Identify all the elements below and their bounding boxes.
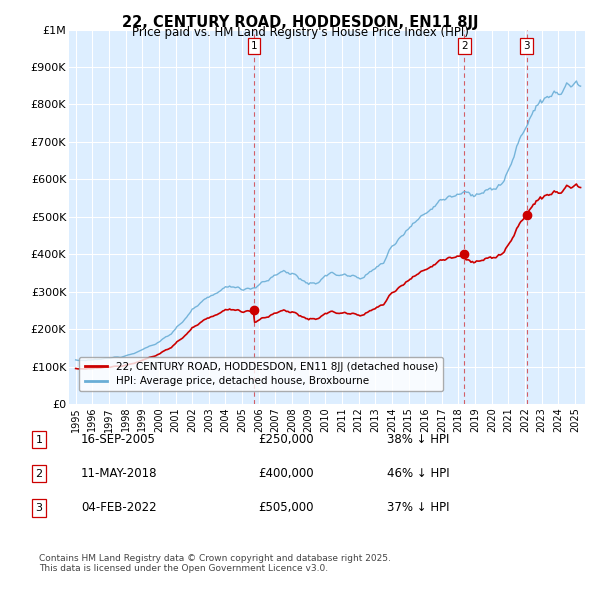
Text: 1: 1: [251, 41, 257, 51]
Legend: 22, CENTURY ROAD, HODDESDON, EN11 8JJ (detached house), HPI: Average price, deta: 22, CENTURY ROAD, HODDESDON, EN11 8JJ (d…: [79, 357, 443, 391]
Text: 3: 3: [523, 41, 530, 51]
Text: 38% ↓ HPI: 38% ↓ HPI: [387, 433, 449, 446]
Text: 1: 1: [35, 435, 43, 444]
Text: 2: 2: [35, 469, 43, 478]
Text: 04-FEB-2022: 04-FEB-2022: [81, 502, 157, 514]
Text: £400,000: £400,000: [258, 467, 314, 480]
Text: 3: 3: [35, 503, 43, 513]
Text: 46% ↓ HPI: 46% ↓ HPI: [387, 467, 449, 480]
Text: 2: 2: [461, 41, 468, 51]
Text: 37% ↓ HPI: 37% ↓ HPI: [387, 502, 449, 514]
Text: 11-MAY-2018: 11-MAY-2018: [81, 467, 157, 480]
Text: 16-SEP-2005: 16-SEP-2005: [81, 433, 156, 446]
Text: £250,000: £250,000: [258, 433, 314, 446]
Text: Price paid vs. HM Land Registry's House Price Index (HPI): Price paid vs. HM Land Registry's House …: [131, 26, 469, 39]
Text: 22, CENTURY ROAD, HODDESDON, EN11 8JJ: 22, CENTURY ROAD, HODDESDON, EN11 8JJ: [122, 15, 478, 30]
Text: Contains HM Land Registry data © Crown copyright and database right 2025.
This d: Contains HM Land Registry data © Crown c…: [39, 554, 391, 573]
Text: £505,000: £505,000: [258, 502, 314, 514]
